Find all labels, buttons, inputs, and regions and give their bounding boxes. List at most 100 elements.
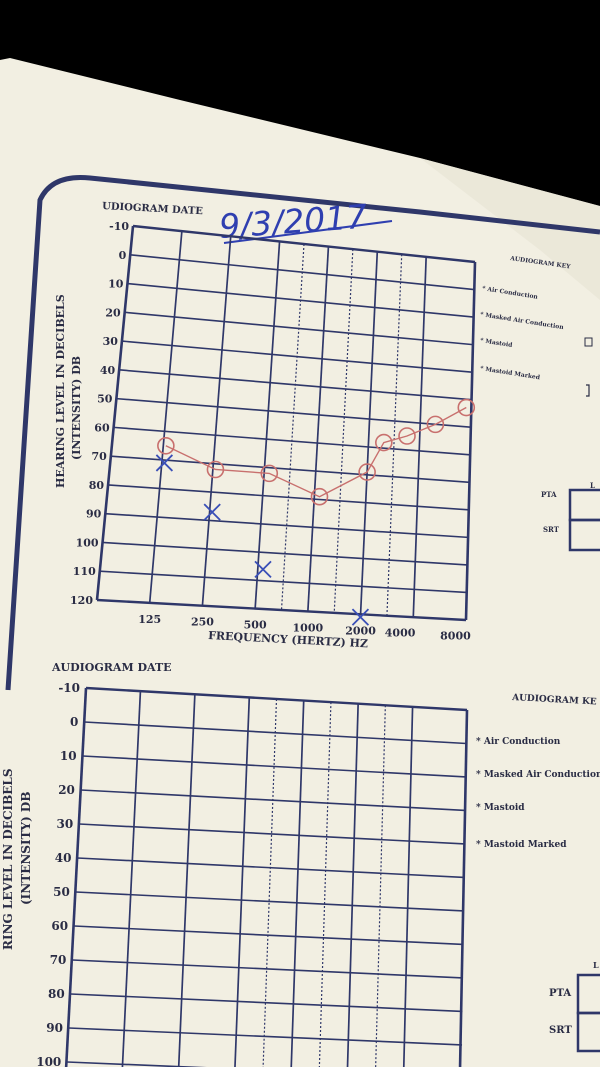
right-ear-marker bbox=[260, 464, 279, 483]
grid-row-line bbox=[102, 541, 468, 566]
x-tick-label: 500 bbox=[244, 619, 267, 632]
key-label: Mastoid bbox=[485, 338, 514, 349]
y-axis-title-line2: (INTENSITY) DB bbox=[70, 356, 83, 460]
right-ear-marker bbox=[310, 487, 329, 506]
svg-text:* Mastoid: * Mastoid bbox=[476, 803, 525, 813]
y-tick-label: 50 bbox=[53, 885, 70, 899]
left-ear-marker bbox=[254, 560, 272, 578]
x-tick-labels: 125 250 500 1000 2000 4000 8000 bbox=[138, 613, 471, 643]
bracket-symbol-icon bbox=[586, 384, 590, 397]
y-tick-labels: -10 0 10 20 30 40 50 60 70 80 90 100 110 120 bbox=[70, 220, 129, 607]
grid-row-line bbox=[68, 1027, 463, 1046]
grid-col-line bbox=[148, 231, 183, 603]
y-tick-label: 10 bbox=[60, 749, 77, 763]
srt-label: SRT bbox=[549, 1025, 572, 1036]
grid-col-line bbox=[64, 687, 88, 1067]
y-tick-label: 70 bbox=[92, 450, 108, 463]
x-tick-label: 125 bbox=[138, 613, 161, 626]
y-axis-title-line1: HEARING LEVEL IN DECIBELS bbox=[54, 294, 67, 488]
side-letter: L bbox=[593, 960, 599, 970]
svg-text:* Mastoid Marked: * Mastoid Marked bbox=[476, 840, 567, 850]
key-label: Air Conduction bbox=[483, 737, 561, 747]
y-tick-label: 60 bbox=[51, 919, 68, 933]
svg-text:* Masked Air Conduction: * Masked Air Conduction bbox=[476, 770, 600, 780]
right-ear-marker bbox=[375, 433, 393, 452]
grid-dashed-line bbox=[375, 705, 386, 1067]
grid-col-line bbox=[402, 706, 414, 1067]
side-letter: L bbox=[590, 481, 595, 490]
pta-srt-boxes bbox=[568, 488, 600, 552]
grid-col-line bbox=[201, 236, 232, 606]
y-axis-title-line1: RING LEVEL IN DECIBELS bbox=[1, 768, 15, 950]
grid-dashed-line bbox=[318, 702, 332, 1067]
y-tick-label: 80 bbox=[48, 987, 65, 1001]
key-label: Mastoid bbox=[484, 803, 525, 813]
grid-row-line bbox=[72, 959, 464, 979]
x-tick-label: 8000 bbox=[440, 629, 471, 642]
grid-col-line bbox=[234, 697, 251, 1067]
pta-label: PTA bbox=[549, 988, 571, 999]
right-ear-marker bbox=[398, 427, 416, 445]
y-tick-label: 40 bbox=[55, 851, 72, 865]
grid-row-line bbox=[67, 1061, 207, 1067]
x-tick-label: 4000 bbox=[385, 626, 416, 639]
grid-col-line bbox=[254, 241, 281, 609]
y-tick-label: 80 bbox=[89, 479, 105, 492]
right-ear-line bbox=[165, 406, 467, 498]
grid-row-line bbox=[79, 823, 466, 845]
y-tick-label: 30 bbox=[56, 817, 73, 831]
y-tick-label: 90 bbox=[46, 1021, 63, 1035]
key-item-mastoid: * Mastoid bbox=[476, 803, 525, 813]
key-item-mastoid-marked: * Mastoid Marked bbox=[476, 840, 567, 850]
grid-row-line bbox=[96, 598, 467, 622]
y-tick-label: 120 bbox=[70, 594, 93, 607]
key-label: Masked Air Conduction bbox=[484, 770, 600, 780]
grid-dashed-line bbox=[333, 249, 354, 613]
grid-col-line bbox=[412, 256, 427, 618]
pta-label: PTA bbox=[541, 490, 557, 499]
audiogram-grid bbox=[64, 686, 469, 1067]
right-ear-marker bbox=[426, 415, 445, 434]
grid-col-line bbox=[290, 700, 305, 1067]
y-tick-label: 100 bbox=[36, 1055, 61, 1067]
grid-col-line bbox=[464, 261, 477, 621]
audiogram-series bbox=[155, 398, 476, 626]
square-symbol-icon bbox=[584, 337, 593, 347]
left-ear-marker bbox=[203, 503, 221, 521]
grid-col-line bbox=[95, 225, 135, 601]
pta-srt-boxes bbox=[576, 973, 600, 1053]
audiogram-grid bbox=[95, 224, 477, 622]
right-ear-marker bbox=[206, 460, 225, 479]
key-item-masked-air-conduction: * Masked Air Conduction bbox=[476, 770, 600, 780]
paper-sheet bbox=[0, 58, 600, 1067]
grid-row-line bbox=[99, 570, 467, 594]
grid-dashed-line bbox=[262, 698, 278, 1067]
key-item-air-conduction: * Air Conduction bbox=[476, 737, 561, 747]
y-tick-label: 20 bbox=[105, 306, 121, 319]
svg-text:* Air Conduction: * Air Conduction bbox=[476, 737, 561, 747]
y-tick-label: -10 bbox=[109, 220, 129, 233]
right-ear-marker bbox=[358, 463, 376, 481]
srt-label: SRT bbox=[543, 525, 560, 534]
key-label: Mastoid Marked bbox=[484, 840, 567, 850]
y-tick-label: 50 bbox=[97, 393, 113, 406]
y-axis-title-line2: (INTENSITY) DB bbox=[19, 792, 33, 905]
y-tick-label: 70 bbox=[50, 953, 67, 967]
x-tick-label: 1000 bbox=[293, 621, 324, 634]
audiogram-date-label: AUDIOGRAM DATE bbox=[51, 661, 172, 674]
left-ear-marker bbox=[155, 454, 174, 472]
audiogram-date-label: UDIOGRAM DATE bbox=[102, 201, 204, 217]
audiogram-key-title: AUDIOGRAM KE bbox=[511, 693, 597, 707]
grid-row-line bbox=[77, 857, 465, 879]
grid-col-line bbox=[307, 246, 330, 612]
grid-row-line bbox=[105, 512, 469, 539]
audiogram-bottom: AUDIOGRAM DATE -10 0 10 20 30 40 50 60 70 80 90 100… bbox=[1, 661, 600, 1067]
y-tick-label: 0 bbox=[70, 715, 78, 729]
y-tick-label: 60 bbox=[94, 421, 110, 434]
grid-col-line bbox=[346, 703, 359, 1067]
y-tick-label: -10 bbox=[58, 681, 80, 695]
y-tick-label: 90 bbox=[86, 508, 102, 521]
grid-col-line bbox=[458, 709, 469, 1067]
left-ear-marker bbox=[351, 608, 370, 626]
